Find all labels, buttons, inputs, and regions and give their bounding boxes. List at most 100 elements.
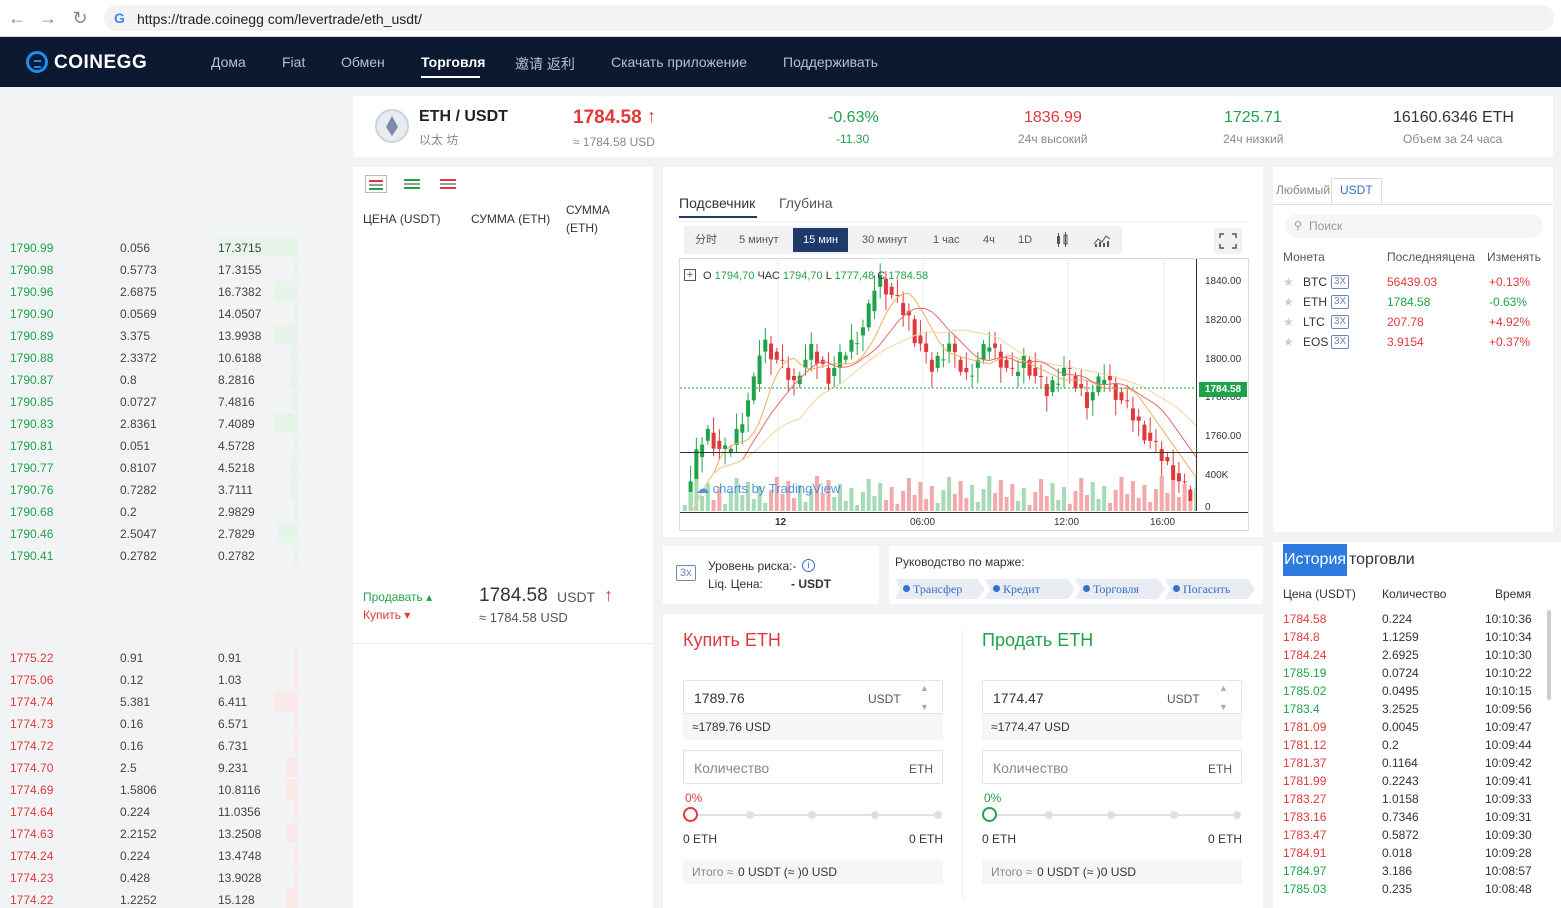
orderbook-row[interactable]: 1790.99 0.056 17.3715 [10, 236, 298, 258]
history-scrollbar[interactable] [1547, 610, 1551, 700]
orderbook-row[interactable]: 1774.63 2.2152 13.2508 [10, 822, 298, 844]
nav-trade[interactable]: Торговля [421, 54, 486, 70]
sell-slider[interactable] [989, 811, 1241, 819]
nav-support[interactable]: Поддерживать [783, 54, 879, 70]
market-search-input[interactable] [1285, 214, 1543, 238]
orderbook-row[interactable]: 1790.90 0.0569 14.0507 [10, 302, 298, 324]
liq-price-value: - USDT [791, 577, 831, 591]
orderbook-view-bids-icon[interactable] [401, 175, 423, 193]
timeframe-1d[interactable]: 1D [1018, 234, 1033, 246]
chart-area[interactable] [679, 258, 1249, 531]
sell-price-input[interactable] [982, 680, 1242, 714]
orderbook-row[interactable]: 1774.22 1.2252 15.128 [10, 888, 298, 908]
orderbook-row[interactable]: 1790.89 3.375 13.9938 [10, 324, 298, 346]
sell-price-value[interactable]: 1774.47 [993, 690, 1044, 706]
market-row[interactable]: ★ BTC 3X 56439.03 +0.13% [1283, 272, 1553, 292]
orderbook-row[interactable]: 1790.81 0.051 4.5728 [10, 434, 298, 456]
sell-slider-handle[interactable] [982, 807, 997, 822]
indicators-icon[interactable] [1093, 232, 1111, 248]
buy-qty-input[interactable] [683, 750, 943, 784]
orderbook-row[interactable]: 1790.87 0.8 8.2816 [10, 368, 298, 390]
nav-download[interactable]: Скачать приложение [611, 54, 748, 70]
orderbook-row[interactable]: 1774.70 2.5 9.231 [10, 756, 298, 778]
market-tab-divider [1273, 204, 1553, 205]
orderbook-row[interactable]: 1790.77 0.8107 4.5218 [10, 456, 298, 478]
sell-price-down-icon[interactable]: ▼ [1219, 702, 1228, 712]
orderbook-row[interactable]: 1790.88 2.3372 10.6188 [10, 346, 298, 368]
timeframe-30m[interactable]: 30 минут [862, 234, 908, 246]
orderbook-row[interactable]: 1774.64 0.224 11.0356 [10, 800, 298, 822]
forward-icon[interactable]: → [39, 8, 57, 28]
timeframe-15m[interactable]: 15 мин [793, 228, 849, 252]
orderbook-row[interactable]: 1775.22 0.91 0.91 [10, 646, 298, 668]
tab-usdt[interactable]: USDT [1340, 183, 1373, 197]
buy-slider[interactable] [690, 811, 942, 819]
timeframe-realtime[interactable]: 分时 [695, 234, 717, 246]
favorite-star-icon[interactable]: ★ [1283, 315, 1294, 329]
guide-step-trade[interactable]: Торговля [1075, 579, 1165, 599]
orderbook-row[interactable]: 1790.83 2.8361 7.4089 [10, 412, 298, 434]
tradingview-watermark[interactable]: ☁ charts by TradingView [696, 481, 841, 496]
depth-bar [290, 369, 298, 389]
address-bar[interactable] [104, 5, 1554, 31]
back-icon[interactable]: ← [8, 8, 26, 28]
nav-exchange[interactable]: Обмен [341, 54, 385, 70]
orderbook-row[interactable]: 1774.72 0.16 6.731 [10, 734, 298, 756]
market-row[interactable]: ★ LTC 3X 207.78 +4.92% [1283, 312, 1553, 332]
buy-price-down-icon[interactable]: ▼ [920, 702, 929, 712]
orderbook-row[interactable]: 1790.96 2.6875 16.7382 [10, 280, 298, 302]
orderbook-row[interactable]: 1774.69 1.5806 10.8116 [10, 778, 298, 800]
url-text[interactable]: https://trade.coinegg com/levertrade/eth… [137, 11, 422, 27]
buy-price-value[interactable]: 1789.76 [694, 690, 745, 706]
orderbook-row[interactable]: 1790.68 0.2 2.9829 [10, 500, 298, 522]
buy-price-up-icon[interactable]: ▲ [920, 683, 929, 693]
favorite-star-icon[interactable]: ★ [1283, 275, 1294, 289]
tab-candlestick[interactable]: Подсвечник [679, 195, 756, 211]
reload-icon[interactable]: ↻ [72, 8, 88, 28]
favorite-star-icon[interactable]: ★ [1283, 295, 1294, 309]
guide-step-transfer[interactable]: Трансфер [895, 579, 985, 599]
orderbook-row[interactable]: 1790.76 0.7282 3.7111 [10, 478, 298, 500]
orderbook-row[interactable]: 1775.06 0.12 1.03 [10, 668, 298, 690]
orderbook-row[interactable]: 1790.46 2.5047 2.7829 [10, 522, 298, 544]
orderbook-view-both-icon[interactable] [365, 175, 387, 193]
tab-depth[interactable]: Глубина [779, 195, 833, 211]
mid-buy-label[interactable]: Купить ▾ [363, 608, 411, 622]
orderbook-row[interactable]: 1774.24 0.224 13.4748 [10, 844, 298, 866]
history-row: 1784.91 0.018 10:09:28 [1283, 844, 1553, 862]
orderbook-row[interactable]: 1774.74 5.381 6.411 [10, 690, 298, 712]
buy-slider-handle[interactable] [683, 807, 698, 822]
chart-plus-icon[interactable]: + [684, 269, 696, 281]
candle-body [1044, 384, 1049, 397]
orderbook-row[interactable]: 1790.85 0.0727 7.4816 [10, 390, 298, 412]
guide-step-repay[interactable]: Погасить [1165, 579, 1255, 599]
timeframe-1h[interactable]: 1 час [933, 234, 960, 246]
orderbook-row[interactable]: 1790.98 0.5773 17.3155 [10, 258, 298, 280]
orderbook-view-asks-icon[interactable] [437, 175, 459, 193]
orderbook-row[interactable]: 1790.41 0.2782 0.2782 [10, 544, 298, 566]
orderbook-row[interactable]: 1774.73 0.16 6.571 [10, 712, 298, 734]
favorite-star-icon[interactable]: ★ [1283, 335, 1294, 349]
sell-price-up-icon[interactable]: ▲ [1219, 683, 1228, 693]
fullscreen-button[interactable] [1214, 228, 1242, 254]
info-icon[interactable]: i [802, 559, 815, 572]
market-row[interactable]: ★ ETH 3X 1784.58 -0.63% [1283, 292, 1553, 312]
coinegg-logo-icon[interactable] [26, 51, 48, 73]
sell-qty-input[interactable] [982, 750, 1242, 784]
nav-home[interactable]: Дома [211, 54, 246, 70]
timeframe-4h[interactable]: 4ч [983, 234, 995, 246]
candle-type-icon[interactable] [1054, 232, 1070, 248]
buy-price-input[interactable] [683, 680, 943, 714]
mid-sell-label[interactable]: Продавать ▴ [363, 590, 433, 604]
market-row[interactable]: ★ EOS 3X 3.9154 +0.37% [1283, 332, 1553, 352]
brand-name[interactable]: COINEGG [54, 52, 148, 73]
candlestick-plot[interactable] [680, 259, 1197, 511]
timeframe-5m[interactable]: 5 минут [739, 234, 779, 246]
candle-body [901, 303, 906, 316]
orderbook-row[interactable]: 1774.23 0.428 13.9028 [10, 866, 298, 888]
nav-invite[interactable]: 邀请 返利 [515, 56, 575, 72]
tab-usdt-box[interactable] [1331, 178, 1382, 204]
guide-step-credit[interactable]: Кредит [985, 579, 1075, 599]
nav-fiat[interactable]: Fiat [282, 54, 306, 70]
tab-favorites[interactable]: Любимый [1276, 183, 1331, 197]
